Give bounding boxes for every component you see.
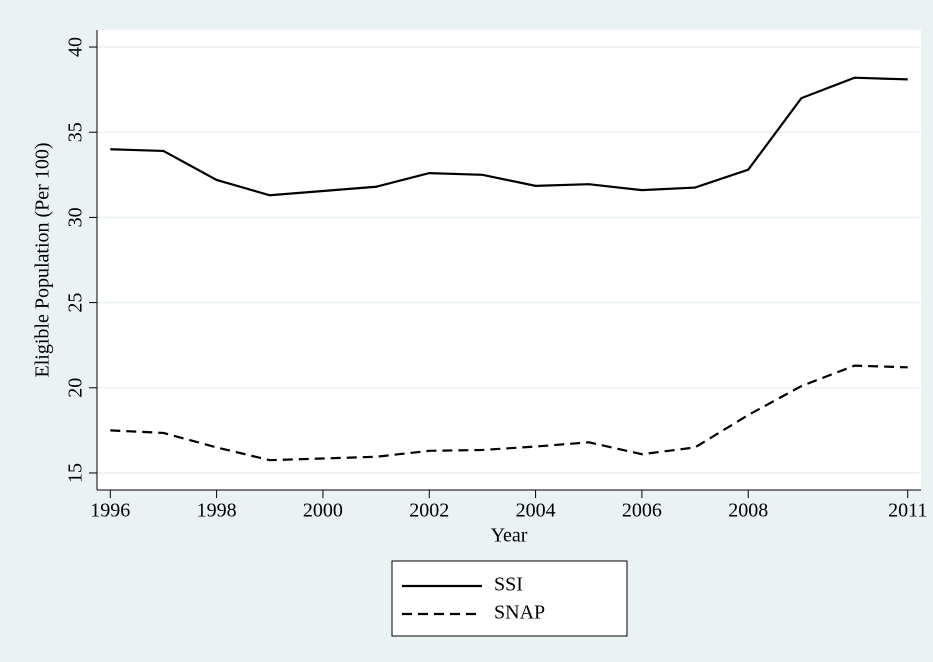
line [110, 76, 908, 197]
line [110, 364, 908, 462]
y-tick-label: 20 [65, 378, 87, 398]
plot-area [97, 30, 921, 490]
x-tick-label: 2011 [888, 500, 927, 522]
x-tick-label: 1998 [197, 500, 237, 522]
legend-label: SNAP [494, 602, 545, 624]
y-tick-label: 40 [65, 37, 87, 57]
x-tick-label: 2000 [303, 500, 343, 522]
y-axis-label: Eligible Population (Per 100) [32, 143, 54, 378]
y-tick-label: 15 [65, 463, 87, 483]
x-axis-label: Year [491, 525, 528, 547]
x-tick-label: 2006 [622, 500, 662, 522]
legend-label: SSI [494, 574, 523, 596]
x-tick-label: 1996 [90, 500, 130, 522]
x-tick-label: 2004 [516, 500, 556, 522]
y-tick-label: 25 [65, 293, 87, 313]
x-tick-label: 2002 [409, 500, 449, 522]
y-tick-label: 30 [65, 207, 87, 227]
y-tick-label: 35 [65, 122, 87, 142]
legend [391, 560, 628, 637]
x-tick-label: 2008 [728, 500, 768, 522]
